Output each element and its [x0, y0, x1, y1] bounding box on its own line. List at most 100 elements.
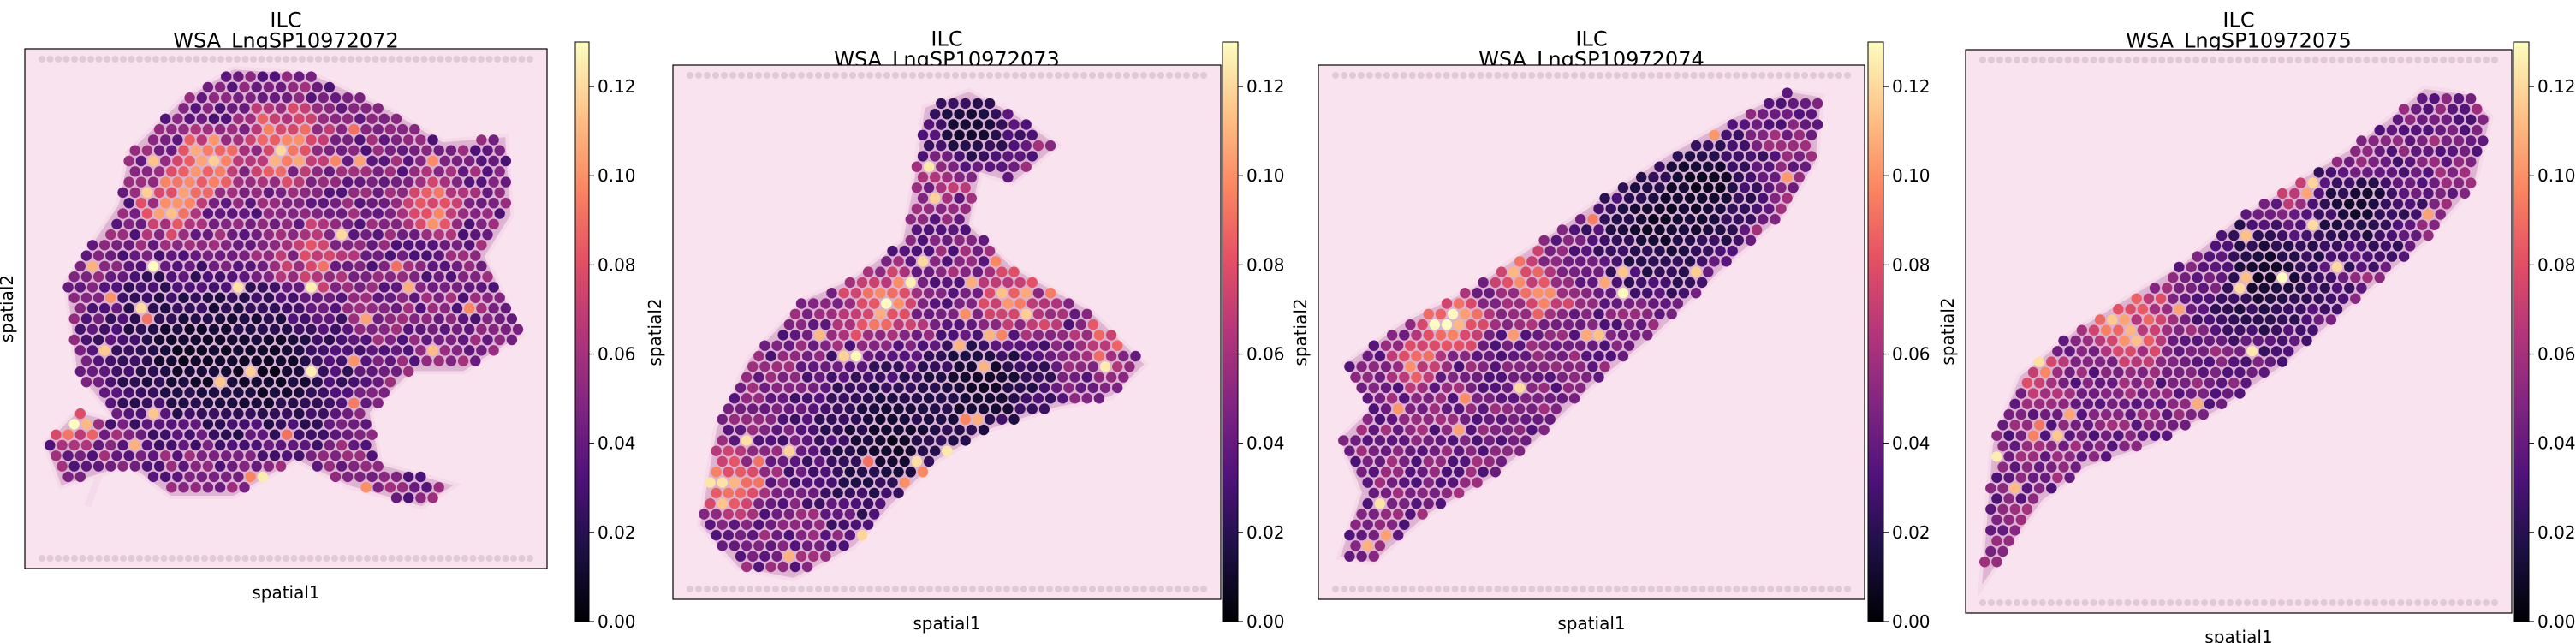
spot [972, 266, 984, 277]
spot [1514, 340, 1526, 351]
spot [396, 166, 408, 177]
spot [245, 240, 256, 251]
spot [2162, 303, 2173, 315]
spots-layer [1338, 87, 1823, 562]
spot [850, 455, 862, 467]
spot [2240, 356, 2252, 367]
spot [1721, 193, 1732, 204]
spot [221, 387, 232, 398]
spot [1654, 224, 1665, 235]
spot [1623, 256, 1635, 267]
spot [917, 467, 929, 478]
spot [2350, 209, 2361, 220]
spot [190, 313, 201, 324]
spot [1556, 372, 1568, 383]
spot [457, 313, 469, 324]
spot [74, 324, 86, 335]
spot [239, 81, 250, 93]
spot [1623, 193, 1635, 204]
spot [1642, 203, 1653, 215]
spot [269, 198, 281, 209]
spot [196, 282, 207, 293]
spot [294, 408, 305, 420]
spot [439, 302, 450, 314]
spot [409, 250, 420, 261]
spot [288, 166, 299, 177]
spot [723, 529, 734, 541]
spot [269, 240, 281, 251]
spot [178, 419, 189, 430]
spot [1532, 372, 1544, 383]
spot [2228, 356, 2240, 367]
spot [1666, 224, 1677, 235]
spot [354, 176, 366, 188]
spot [2417, 156, 2428, 168]
spot [856, 424, 868, 436]
spot [814, 435, 825, 446]
spot [166, 377, 177, 388]
spot [838, 350, 849, 362]
spot [954, 361, 965, 372]
spot [2094, 398, 2106, 409]
spot [1002, 171, 1014, 183]
spot [887, 435, 898, 446]
spot [342, 471, 354, 483]
spot [421, 271, 432, 283]
spot [184, 366, 195, 378]
spot [227, 313, 238, 324]
spot [2289, 272, 2300, 283]
spot [1605, 266, 1616, 277]
spot [372, 482, 384, 493]
spot [1562, 256, 1574, 267]
spot [482, 229, 493, 241]
spot [147, 134, 159, 146]
spot [1758, 109, 1769, 120]
spot [1026, 403, 1038, 414]
spot [330, 324, 342, 335]
spot [826, 540, 837, 551]
spot [771, 529, 782, 541]
spot [2046, 440, 2057, 452]
spot [1617, 308, 1629, 319]
spot [1800, 140, 1812, 152]
spot [2240, 314, 2252, 325]
spot [2143, 293, 2155, 304]
spot [875, 288, 886, 299]
spot [978, 129, 990, 140]
spot [723, 403, 734, 414]
spot [887, 308, 898, 319]
spot [1417, 319, 1428, 330]
spot [960, 308, 971, 319]
spot [2350, 229, 2361, 241]
spot [2478, 135, 2489, 146]
spot [1526, 298, 1538, 309]
spot [214, 166, 226, 177]
spot [300, 145, 311, 156]
spot [135, 282, 146, 293]
spot [390, 324, 402, 335]
spot [2107, 314, 2118, 325]
spot [2264, 251, 2276, 262]
spot [245, 387, 256, 398]
spot [753, 477, 764, 488]
spot [318, 176, 329, 188]
spot [1556, 245, 1568, 257]
spot [384, 334, 396, 346]
spot [506, 313, 518, 324]
spot [153, 397, 165, 408]
spot [717, 435, 728, 446]
spot [2155, 398, 2167, 409]
spot [1794, 151, 1805, 162]
spot [129, 419, 140, 430]
spot [1484, 308, 1495, 319]
spot [978, 277, 990, 289]
spot [2180, 272, 2191, 283]
spot [936, 182, 947, 193]
spot [1544, 330, 1556, 341]
spot [1568, 330, 1580, 341]
spot [705, 477, 716, 488]
spot [2246, 261, 2258, 273]
spot [1690, 182, 1702, 193]
spot [2125, 324, 2136, 336]
spot [202, 482, 214, 493]
